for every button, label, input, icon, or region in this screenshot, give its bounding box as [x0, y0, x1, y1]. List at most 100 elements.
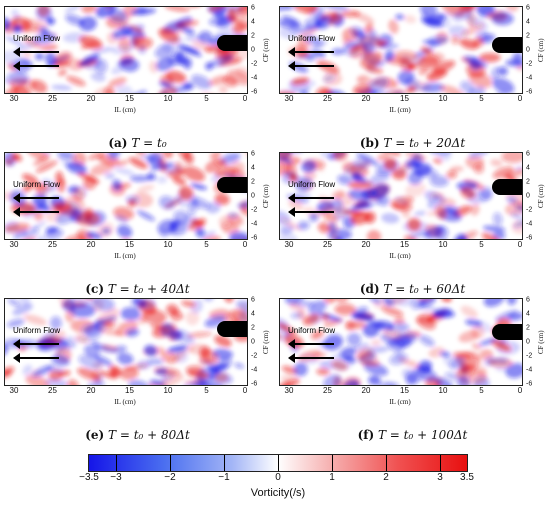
- uniform-flow-label: Uniform Flow: [13, 34, 61, 43]
- x-tick-labels: 30 25 20 15 10 5 0: [4, 386, 248, 398]
- flow-arrow-icon: [288, 47, 334, 57]
- x-tick-label: 20: [86, 386, 96, 395]
- y-tick-labels: 6 4 2 0 -2 -4 -6: [248, 2, 270, 98]
- flow-arrow-icon: [288, 207, 334, 217]
- y-tick-labels: 6 4 2 0 -2 -4 -6: [523, 294, 545, 390]
- colorbar-title: Vorticity(/s): [250, 487, 306, 499]
- x-tick-label: 30: [284, 94, 294, 103]
- cylinder-body: [492, 179, 522, 195]
- x-tick-labels: 30 25 20 15 10 5 0: [4, 94, 248, 106]
- y-tick-label: 0: [526, 338, 530, 346]
- x-tick-label: 5: [204, 94, 209, 103]
- y-tick-label: 4: [251, 164, 255, 172]
- y-tick-label: 0: [251, 46, 255, 54]
- y-tick-label: 2: [251, 32, 255, 40]
- panel-time-equation: T = t₀ + 100Δt: [377, 428, 468, 442]
- y-tick-label: -2: [251, 60, 258, 68]
- cylinder-body: [492, 37, 522, 53]
- uniform-flow-label: Uniform Flow: [288, 34, 336, 43]
- y-tick-label: -6: [526, 88, 533, 96]
- x-tick-label: 0: [242, 94, 248, 103]
- x-tick-label: 10: [438, 94, 448, 103]
- panel-letter: (e): [85, 428, 105, 442]
- flow-arrow-icon: [288, 61, 334, 71]
- colorbar-tick: [116, 455, 117, 471]
- y-tick-label: 6: [251, 150, 255, 158]
- vorticity-panel: Uniform Flow 30 25 20 15 10 5 0 6 4 2 0 -2 -4 -6 IL (cm…: [275, 148, 550, 298]
- y-tick-label: -6: [526, 380, 533, 388]
- x-tick-label: 5: [479, 94, 484, 103]
- x-tick-label: 5: [479, 240, 484, 249]
- y-axis-label: CF (cm): [537, 38, 545, 62]
- y-tick-label: 6: [526, 296, 530, 304]
- y-tick-label: 2: [526, 324, 530, 332]
- y-tick-label: 2: [251, 178, 255, 186]
- colorbar-tick: [386, 455, 387, 471]
- x-axis-label: IL (cm): [389, 398, 411, 406]
- x-tick-label: 15: [125, 94, 134, 103]
- vorticity-field: Uniform Flow: [4, 298, 248, 386]
- cylinder-body: [217, 35, 247, 51]
- colorbar-tick: [224, 455, 225, 471]
- x-tick-label: 10: [163, 240, 173, 249]
- x-tick-label: 15: [400, 386, 409, 395]
- cylinder-body: [217, 177, 247, 193]
- x-tick-label: 20: [361, 386, 371, 395]
- y-tick-label: 4: [251, 310, 255, 318]
- x-tick-label: 0: [517, 386, 523, 395]
- panel-time-equation: T = t₀ + 20Δt: [383, 136, 466, 150]
- panel-time-equation: T = t₀ + 40Δt: [107, 282, 190, 296]
- x-tick-label: 10: [163, 94, 173, 103]
- colorbar-tick-label: −2: [164, 472, 176, 483]
- colorbar-tick: [170, 455, 171, 471]
- panel-time-equation: T = t₀: [131, 136, 167, 150]
- vorticity-panel: Uniform Flow 30 25 20 15 10 5 0 6 4 2 0 -2 -4 -6 IL (cm…: [275, 294, 550, 444]
- vorticity-panel: Uniform Flow 30 25 20 15 10 5 0 6 4 2 0 -2 -4 -6 IL (cm…: [0, 294, 275, 444]
- panel-caption: (c) T = t₀ + 40Δt: [0, 282, 275, 296]
- x-tick-label: 15: [125, 386, 134, 395]
- x-tick-label: 25: [323, 386, 332, 395]
- panel-letter: (b): [359, 136, 380, 150]
- panel-letter: (f): [357, 428, 375, 442]
- x-tick-label: 15: [400, 94, 409, 103]
- y-axis-label: CF (cm): [262, 184, 270, 208]
- y-tick-label: 2: [526, 32, 530, 40]
- y-tick-label: 6: [526, 150, 530, 158]
- y-tick-label: -2: [251, 206, 258, 214]
- y-axis-label: CF (cm): [537, 330, 545, 354]
- x-tick-label: 25: [48, 386, 57, 395]
- colorbar-tick-label: 1: [329, 472, 335, 483]
- vorticity-field: Uniform Flow: [279, 6, 523, 94]
- colorbar-tick-label: −1: [218, 472, 230, 483]
- y-tick-labels: 6 4 2 0 -2 -4 -6: [523, 2, 545, 98]
- flow-arrow-icon: [13, 61, 59, 71]
- flow-arrow-icon: [13, 339, 59, 349]
- y-tick-label: -4: [251, 220, 258, 228]
- x-tick-labels: 30 25 20 15 10 5 0: [279, 240, 523, 252]
- cylinder-body: [492, 324, 522, 340]
- x-tick-label: 15: [125, 240, 134, 249]
- x-tick-label: 5: [204, 386, 209, 395]
- y-axis-label: CF (cm): [537, 184, 545, 208]
- x-tick-label: 20: [86, 94, 96, 103]
- y-tick-label: 0: [251, 192, 255, 200]
- colorbar: [88, 454, 468, 472]
- y-tick-label: 4: [251, 18, 255, 26]
- x-tick-labels: 30 25 20 15 10 5 0: [279, 94, 523, 106]
- panel-caption: (e) T = t₀ + 80Δt: [0, 428, 275, 442]
- y-tick-labels: 6 4 2 0 -2 -4 -6: [523, 148, 545, 244]
- flow-arrow-icon: [13, 193, 59, 203]
- vorticity-field: Uniform Flow: [279, 298, 523, 386]
- colorbar-tick-label: −3.5: [79, 472, 99, 483]
- colorbar-tick: [278, 455, 279, 471]
- x-axis-label: IL (cm): [389, 252, 411, 260]
- colorbar-tick-labels: −3.5 −3 −2 −1 0 1 2 3 3.5: [79, 472, 474, 486]
- y-tick-label: -4: [526, 74, 533, 82]
- flow-arrow-icon: [13, 353, 59, 363]
- x-tick-label: 20: [361, 94, 371, 103]
- panel-caption: (f) T = t₀ + 100Δt: [275, 428, 550, 442]
- x-tick-label: 20: [86, 240, 96, 249]
- x-axis-label: IL (cm): [114, 106, 136, 114]
- flow-arrow-icon: [288, 353, 334, 363]
- vorticity-field: Uniform Flow: [279, 152, 523, 240]
